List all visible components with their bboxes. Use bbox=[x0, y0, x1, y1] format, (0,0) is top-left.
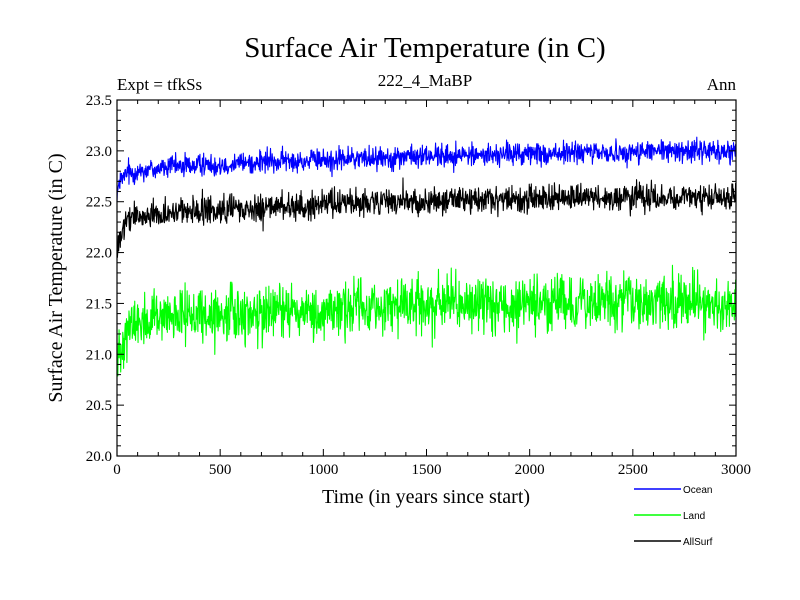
y-tick-label: 22.5 bbox=[86, 195, 112, 211]
legend-label-land: Land bbox=[683, 511, 705, 522]
y-tick-label: 23.0 bbox=[86, 144, 112, 160]
y-tick-label: 21.0 bbox=[86, 347, 112, 363]
x-tick-label: 2000 bbox=[515, 462, 545, 478]
ticks-layer: 0 500 1000 1500 2000 2500 3000 20.0 20.5 21.0 21.5… bbox=[86, 93, 751, 478]
x-tick-label: 1500 bbox=[412, 462, 442, 478]
legend: Ocean Land AllSurf bbox=[634, 485, 713, 548]
legend-label-ocean: Ocean bbox=[683, 485, 712, 496]
y-axis-title: Surface Air Temperature (in C) bbox=[45, 153, 67, 402]
y-tick-label: 22.0 bbox=[86, 246, 112, 262]
x-tick-label: 500 bbox=[209, 462, 232, 478]
x-tick-label: 3000 bbox=[721, 462, 751, 478]
y-tick-label: 20.0 bbox=[86, 449, 112, 465]
series-layer bbox=[116, 136, 737, 377]
x-tick-label: 0 bbox=[113, 462, 121, 478]
season-label: Ann bbox=[707, 75, 737, 94]
plot-frame bbox=[116, 99, 737, 457]
series-line-allsurf bbox=[116, 177, 737, 258]
y-tick-label: 23.5 bbox=[86, 93, 112, 109]
series-line-land bbox=[116, 264, 737, 377]
y-tick-label: 20.5 bbox=[86, 398, 112, 414]
series-line-ocean bbox=[116, 136, 737, 202]
chart-title: Surface Air Temperature (in C) bbox=[244, 32, 605, 64]
x-tick-label: 2500 bbox=[618, 462, 648, 478]
legend-label-allsurf: AllSurf bbox=[683, 537, 713, 548]
run-label: 222_4_MaBP bbox=[378, 71, 472, 90]
x-tick-label: 1000 bbox=[308, 462, 338, 478]
x-axis-title: Time (in years since start) bbox=[322, 486, 530, 508]
y-tick-label: 21.5 bbox=[86, 296, 112, 312]
experiment-label: Expt = tfkSs bbox=[117, 75, 202, 94]
